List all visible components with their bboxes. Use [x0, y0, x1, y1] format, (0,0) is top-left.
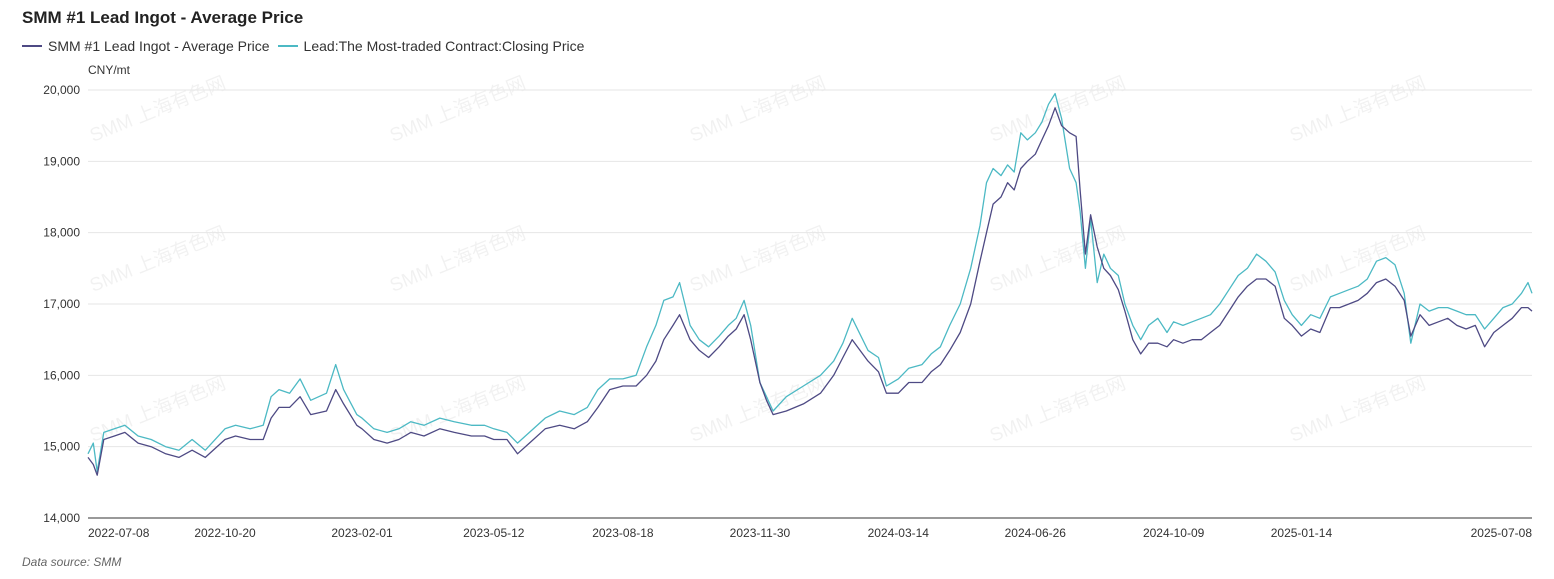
y-tick-label: 14,000: [43, 511, 80, 525]
chart-legend: SMM #1 Lead Ingot - Average Price Lead:T…: [22, 38, 592, 54]
chart-title: SMM #1 Lead Ingot - Average Price: [22, 8, 304, 27]
watermark-text: SMM 上海有色网: [87, 372, 229, 447]
watermark-text: SMM 上海有色网: [987, 222, 1129, 297]
x-tick-label: 2023-02-01: [331, 526, 393, 540]
x-tick-label: 2022-07-08: [88, 526, 150, 540]
legend-label-smm-average: SMM #1 Lead Ingot - Average Price: [48, 38, 270, 54]
watermark-text: SMM 上海有色网: [687, 222, 829, 297]
watermark-text: SMM 上海有色网: [387, 222, 529, 297]
watermark-text: SMM 上海有色网: [87, 72, 229, 147]
y-axis-unit: CNY/mt: [88, 63, 131, 77]
x-tick-label: 2024-10-09: [1143, 526, 1205, 540]
watermark-text: SMM 上海有色网: [1287, 222, 1429, 297]
watermark-text: SMM 上海有色网: [987, 372, 1129, 447]
series-line-most-traded-contract: [87, 92, 1533, 473]
watermark-text: SMM 上海有色网: [387, 372, 529, 447]
x-tick-label: 2025-01-14: [1271, 526, 1333, 540]
x-tick-label: 2022-10-20: [194, 526, 256, 540]
y-tick-label: 17,000: [43, 297, 80, 311]
watermark-layer: SMM 上海有色网 SMM 上海有色网 SMM 上海有色网 SMM 上海有色网 SMM …: [87, 72, 1429, 447]
data-source-note: Data source: SMM: [22, 555, 122, 569]
watermark-text: SMM 上海有色网: [387, 72, 529, 147]
y-tick-label: 16,000: [43, 368, 80, 382]
series-layer: [87, 92, 1533, 476]
watermark-text: SMM 上海有色网: [687, 72, 829, 147]
y-tick-label: 18,000: [43, 226, 80, 240]
watermark-text: SMM 上海有色网: [87, 222, 229, 297]
legend-item-smm-average[interactable]: SMM #1 Lead Ingot - Average Price: [22, 38, 270, 54]
watermark-text: SMM 上海有色网: [1287, 72, 1429, 147]
x-tick-label: 2023-11-30: [730, 526, 791, 540]
x-tick-label: 2024-06-26: [1005, 526, 1067, 540]
legend-swatch-smm-average: [22, 45, 42, 47]
legend-item-most-traded-contract[interactable]: Lead:The Most-traded Contract:Closing Pr…: [277, 38, 585, 54]
y-axis-ticks: 14,000 15,000 16,000 17,000 18,000 19,000 20,0…: [43, 83, 80, 525]
y-tick-label: 20,000: [43, 83, 80, 97]
y-tick-label: 19,000: [43, 154, 80, 168]
x-tick-label: 2025-07-08: [1471, 526, 1533, 540]
grid-lines: [88, 89, 1532, 448]
x-tick-label: 2024-03-14: [868, 526, 930, 540]
legend-label-most-traded-contract: Lead:The Most-traded Contract:Closing Pr…: [303, 38, 585, 54]
x-tick-label: 2023-08-18: [592, 526, 654, 540]
x-tick-label: 2023-05-12: [463, 526, 525, 540]
watermark-text: SMM 上海有色网: [1287, 372, 1429, 447]
x-axis-ticks: 2022-07-08 2022-10-20 2023-02-01 2023-05-12…: [88, 526, 1532, 540]
series-line-smm-average: [87, 107, 1533, 476]
y-tick-label: 15,000: [43, 440, 80, 454]
legend-swatch-most-traded-contract: [277, 45, 298, 47]
watermark-text: SMM 上海有色网: [987, 72, 1129, 147]
